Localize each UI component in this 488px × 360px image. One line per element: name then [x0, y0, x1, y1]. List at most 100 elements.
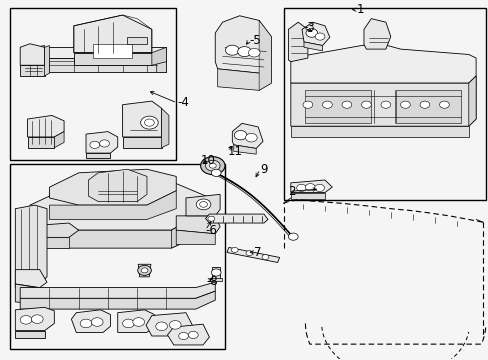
Polygon shape — [304, 42, 322, 51]
Polygon shape — [74, 15, 152, 53]
Polygon shape — [146, 313, 193, 336]
Circle shape — [133, 318, 144, 326]
Polygon shape — [363, 19, 390, 49]
Polygon shape — [30, 209, 210, 248]
Circle shape — [141, 268, 148, 273]
Polygon shape — [210, 278, 222, 281]
Polygon shape — [15, 307, 54, 330]
Polygon shape — [20, 65, 44, 76]
Polygon shape — [118, 310, 154, 332]
Circle shape — [20, 316, 32, 324]
Circle shape — [209, 163, 216, 168]
Polygon shape — [88, 169, 147, 202]
Polygon shape — [35, 58, 166, 72]
Polygon shape — [232, 123, 263, 148]
Circle shape — [188, 331, 198, 338]
Polygon shape — [49, 191, 176, 220]
Circle shape — [91, 318, 103, 326]
Circle shape — [234, 131, 246, 140]
Polygon shape — [44, 45, 49, 76]
Polygon shape — [290, 180, 331, 193]
Circle shape — [245, 251, 252, 256]
Polygon shape — [161, 108, 168, 148]
Text: 1: 1 — [356, 3, 364, 16]
Bar — [10, 8, 176, 160]
Circle shape — [211, 269, 221, 276]
Polygon shape — [259, 21, 271, 90]
Circle shape — [205, 160, 220, 171]
Circle shape — [288, 233, 298, 240]
Polygon shape — [167, 324, 209, 345]
Circle shape — [100, 140, 109, 147]
Polygon shape — [49, 169, 176, 205]
Text: -3: -3 — [303, 21, 314, 34]
Text: 7: 7 — [254, 246, 261, 259]
Polygon shape — [468, 76, 475, 126]
Polygon shape — [20, 44, 44, 65]
Polygon shape — [290, 76, 475, 126]
Circle shape — [400, 101, 409, 108]
Polygon shape — [20, 282, 215, 298]
Text: 10: 10 — [200, 154, 215, 167]
Circle shape — [200, 157, 224, 175]
Polygon shape — [176, 216, 220, 234]
Circle shape — [380, 101, 390, 108]
Polygon shape — [157, 54, 166, 72]
Polygon shape — [122, 137, 161, 148]
Text: -8: -8 — [206, 275, 218, 288]
Polygon shape — [138, 264, 151, 277]
Polygon shape — [86, 153, 110, 158]
Circle shape — [169, 320, 181, 329]
Polygon shape — [71, 310, 110, 332]
Bar — [283, 8, 485, 200]
Circle shape — [31, 315, 43, 323]
Circle shape — [237, 46, 251, 57]
Circle shape — [305, 184, 315, 191]
Circle shape — [199, 202, 207, 207]
Circle shape — [141, 116, 158, 129]
Polygon shape — [35, 47, 166, 58]
Polygon shape — [217, 65, 271, 90]
Circle shape — [305, 29, 317, 37]
Circle shape — [90, 141, 100, 148]
Polygon shape — [290, 126, 468, 137]
Circle shape — [315, 33, 325, 40]
Circle shape — [211, 169, 221, 176]
Polygon shape — [305, 90, 370, 123]
Circle shape — [341, 101, 351, 108]
Circle shape — [314, 184, 324, 192]
Circle shape — [322, 101, 331, 108]
Polygon shape — [30, 184, 210, 230]
Text: -5: -5 — [249, 33, 261, 47]
Polygon shape — [215, 16, 271, 73]
Polygon shape — [185, 194, 220, 216]
Polygon shape — [93, 44, 132, 58]
Polygon shape — [27, 116, 64, 137]
Polygon shape — [171, 209, 210, 248]
Bar — [10, 164, 224, 348]
Polygon shape — [15, 330, 44, 338]
Circle shape — [225, 45, 239, 55]
Polygon shape — [302, 22, 329, 45]
Circle shape — [296, 184, 306, 192]
Polygon shape — [20, 291, 215, 309]
Polygon shape — [288, 22, 307, 62]
Polygon shape — [205, 214, 267, 223]
Polygon shape — [20, 237, 69, 248]
Circle shape — [156, 322, 167, 330]
Text: -4: -4 — [177, 96, 189, 109]
Polygon shape — [27, 137, 54, 148]
Circle shape — [439, 101, 448, 108]
Polygon shape — [233, 145, 256, 154]
Polygon shape — [35, 45, 44, 72]
Polygon shape — [15, 284, 37, 304]
Circle shape — [303, 101, 312, 108]
Polygon shape — [15, 270, 47, 288]
Polygon shape — [74, 53, 152, 65]
Polygon shape — [395, 90, 461, 123]
Polygon shape — [54, 132, 64, 148]
Circle shape — [248, 48, 260, 57]
Polygon shape — [176, 230, 215, 244]
Polygon shape — [20, 223, 79, 237]
Circle shape — [419, 101, 429, 108]
